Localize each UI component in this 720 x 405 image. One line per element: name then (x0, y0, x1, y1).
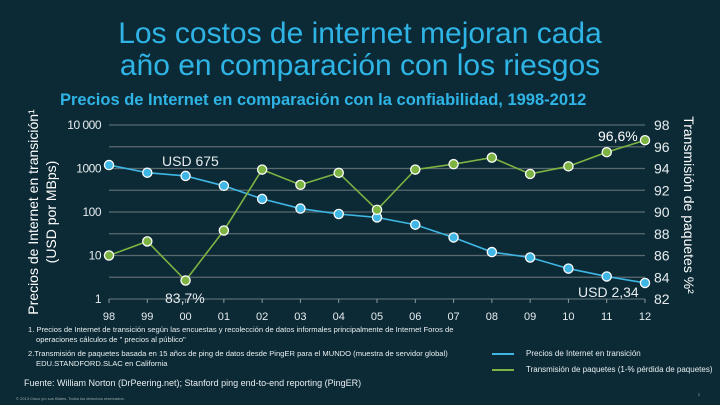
left-tick-label: 1000 (76, 162, 102, 176)
x-tick-label: 00 (179, 311, 191, 323)
left-axis-label-2: (USD por MBps) (43, 161, 59, 264)
annotation-usd-2-34: USD 2,34 (578, 284, 639, 300)
x-tick-label: 08 (486, 311, 498, 323)
x-tick-label: 12 (639, 311, 651, 323)
note-2: 2.Transmisión de paquetes basada en 15 a… (28, 349, 448, 358)
data-point (486, 246, 498, 258)
data-point (524, 252, 536, 263)
data-point (103, 159, 115, 171)
data-point (256, 193, 268, 205)
note-1-cont: operaciones cálculos de " precios al púb… (36, 335, 186, 344)
footnotes: 1. Precios de Internet de transición seg… (28, 325, 454, 373)
source-text: Fuente: William Norton (DrPeering.net); … (24, 378, 362, 388)
x-tick-label: 05 (371, 311, 383, 323)
legend-label: Transmisión de paquetes (1-% pérdida de … (526, 365, 713, 374)
data-point (295, 203, 306, 214)
left-tick-label: 1 (95, 292, 102, 306)
data-point (103, 250, 115, 261)
data-point (601, 271, 612, 282)
right-tick-label: 90 (654, 204, 670, 220)
data-point (639, 277, 651, 289)
title-line-1: Los costos de internet mejoran cada (118, 17, 602, 50)
data-point (142, 236, 153, 247)
left-tick-label: 100 (82, 205, 101, 219)
data-point (371, 204, 383, 216)
copyright: © 2013 Cisco y/o sus filiales. Todos los… (16, 396, 125, 401)
x-tick-label: 98 (103, 311, 115, 323)
note-1: 1. Precios de Internet de transición seg… (28, 325, 454, 334)
data-point (410, 164, 421, 175)
legend: Precios de Internet en transición Transm… (492, 349, 712, 381)
data-point (180, 170, 191, 182)
data-point (410, 219, 421, 230)
legend-swatch (492, 368, 514, 371)
right-tick-label: 98 (654, 117, 670, 133)
data-point (448, 158, 459, 170)
annotation-83-7: 83,7% (165, 290, 205, 306)
x-tick-label: 02 (256, 311, 268, 323)
chart-title: Precios de Internet en comparación con l… (60, 91, 587, 109)
right-tick-label: 84 (654, 269, 670, 285)
data-point (448, 232, 459, 243)
right-tick-label: 96 (654, 139, 670, 155)
x-tick-label: 99 (141, 311, 153, 323)
data-point (256, 164, 268, 175)
x-tick-label: 06 (409, 311, 421, 323)
data-point (295, 179, 306, 191)
x-tick-label: 03 (294, 311, 306, 323)
legend-item-price: Precios de Internet en transición (492, 349, 712, 358)
note-2-cont: EDU.STANDFORD.SLAC en California (36, 359, 168, 368)
legend-label: Precios de Internet en transición (526, 349, 641, 358)
x-tick-label: 10 (562, 311, 574, 323)
x-tick-label: 07 (447, 311, 459, 323)
data-point (601, 146, 612, 158)
data-point (180, 275, 191, 286)
legend-item-transmission: Transmisión de paquetes (1-% pérdida de … (492, 365, 712, 374)
left-tick-label: 10 (89, 249, 102, 263)
x-tick-label: 09 (524, 311, 536, 323)
right-tick-label: 92 (654, 182, 670, 198)
data-point (563, 161, 574, 172)
data-point (563, 263, 574, 274)
data-point (524, 168, 536, 180)
left-axis-label: Precios de Internet en transición¹ (25, 109, 41, 315)
x-tick-label: 11 (601, 311, 612, 323)
data-point (142, 167, 153, 178)
title-line-2: año en comparación con los riesgos (119, 49, 601, 82)
slide-title: Los costos de internet mejoran cada año … (0, 18, 720, 82)
data-point (333, 208, 344, 220)
data-point (218, 180, 230, 192)
annotation-96-6: 96,6% (598, 128, 638, 144)
data-point (333, 167, 344, 179)
data-point (639, 134, 651, 146)
right-axis-label: Transmisión de paquetes %² (681, 116, 697, 294)
annotation-usd-675: USD 675 (162, 153, 219, 169)
right-tick-label: 86 (654, 248, 670, 264)
right-tick-label: 88 (654, 226, 670, 242)
legend-swatch (492, 352, 514, 355)
x-tick-label: 04 (333, 311, 345, 323)
x-tick-label: 01 (218, 311, 230, 323)
right-tick-label: 82 (654, 291, 670, 307)
data-point (486, 152, 498, 163)
right-tick-label: 94 (654, 161, 670, 177)
left-tick-label: 10 000 (67, 118, 102, 132)
data-point (218, 225, 230, 236)
page-number: 2 (697, 392, 700, 397)
